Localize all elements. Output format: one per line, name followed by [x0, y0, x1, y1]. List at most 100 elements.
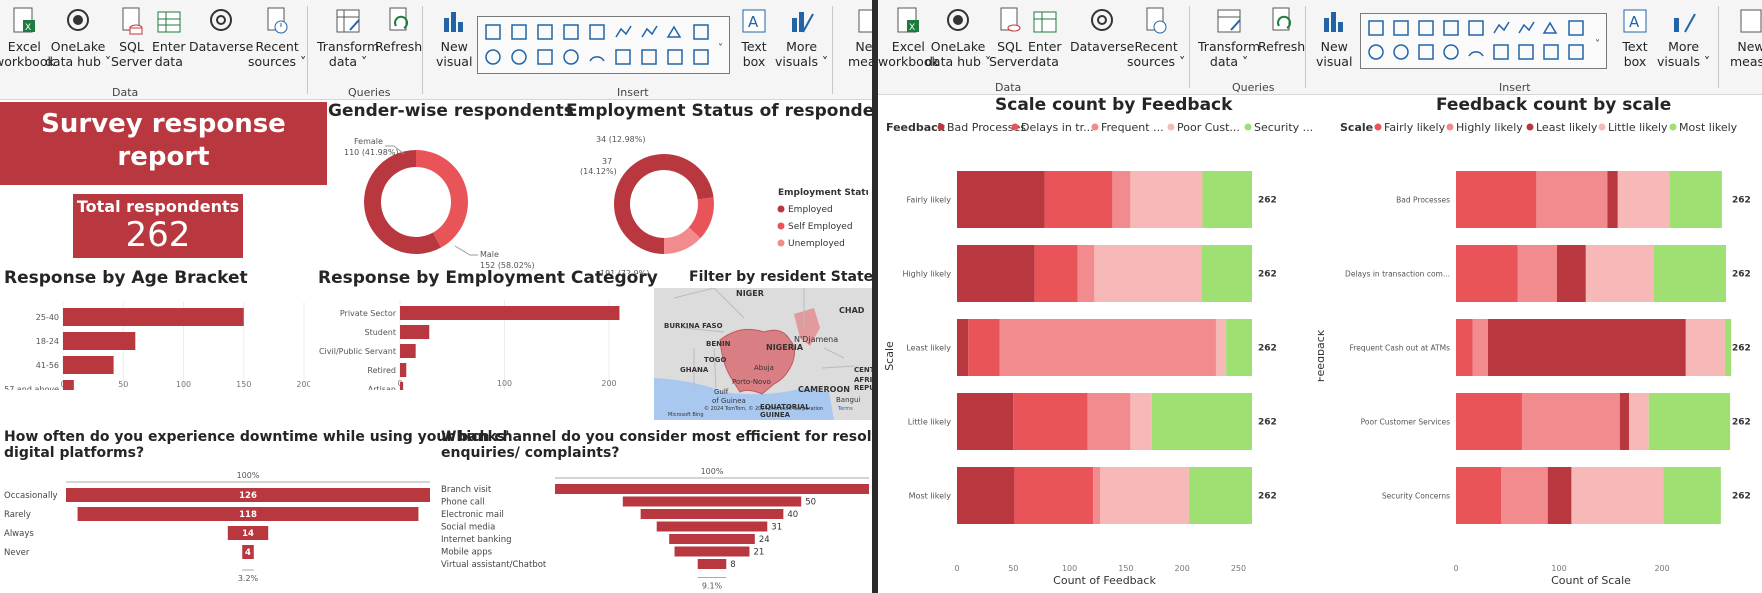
funnel-value-label: 14: [242, 529, 254, 539]
gender-donut-chart[interactable]: Female 110 (41.98%) Male 152 (58.02%): [330, 124, 565, 274]
x-tick-label: 100: [176, 380, 191, 389]
text-box-button[interactable]: A Text box: [741, 6, 767, 69]
downtime-title-line2: digital platforms?: [4, 445, 145, 461]
map-label: EQUATORIAL: [760, 403, 810, 411]
stacked-bar-segment: [1034, 245, 1078, 302]
refresh-icon: [1272, 7, 1291, 31]
map-label: BENIN: [706, 340, 731, 348]
total-label: 262: [1732, 492, 1751, 502]
dataverse-label: Dataverse: [189, 39, 254, 54]
map-label: Bangui: [836, 396, 860, 404]
transform-data-button[interactable]: Transform data ˅: [317, 6, 379, 69]
excel-workbook-button[interactable]: X Excel workbook: [878, 6, 939, 69]
transform-data-button[interactable]: Transform data ˅: [1198, 6, 1260, 69]
enter-data-button[interactable]: Enter data: [152, 6, 186, 69]
category-label: Least likely: [906, 344, 951, 353]
category-label: Bad Processes: [1396, 196, 1450, 205]
x-tick-label: 50: [118, 380, 128, 389]
transform-label2: data ˅: [1209, 54, 1249, 69]
downtime-funnel-chart[interactable]: 100% Occasionally 126 Rarely 118 Always 14 Neve…: [0, 465, 440, 593]
new-visual-icon: [1324, 12, 1344, 32]
onelake-icon: [947, 9, 970, 31]
employment-category-bar-chart[interactable]: 0100200Private SectorStudentCivil/Public…: [318, 290, 648, 390]
excel-icon: X: [897, 7, 920, 33]
x-tick-label: 100: [1062, 564, 1077, 573]
new-measure-button[interactable]: Newmeasu: [848, 6, 872, 69]
new-visual-button[interactable]: New visual: [436, 6, 472, 69]
channel-funnel-chart[interactable]: 100% Branch visit Phone call 50 Electronic m…: [440, 465, 872, 593]
table-icon: [157, 11, 181, 33]
map-title: Filter by resident State: [689, 269, 872, 285]
map-water: [654, 378, 834, 420]
new-measure-label: New: [1737, 39, 1762, 54]
x-tick-label: 250: [1231, 564, 1246, 573]
new-visual-button[interactable]: New visual: [1316, 6, 1352, 69]
female-label: Female: [354, 137, 383, 146]
refresh-button[interactable]: Refresh: [375, 6, 422, 54]
new-measure-button[interactable]: Newmeasu: [1730, 6, 1762, 69]
recent-label: Recent: [255, 39, 299, 54]
onelake-label: OneLake: [50, 39, 106, 54]
gender-chart-title: Gender-wise respondents: [328, 101, 574, 121]
stacked-bar-segment: [1094, 245, 1202, 302]
funnel-bottom-pct: 9.1%: [702, 582, 723, 591]
feedback-by-scale-chart[interactable]: Scale Fairly likely Highly likely Least lik…: [1318, 117, 1762, 593]
onelake-button[interactable]: OneLake data hub ˅: [925, 6, 991, 69]
more-visuals-button[interactable]: More visuals ˅: [1657, 6, 1710, 69]
funnel-value-label: 8: [730, 560, 735, 570]
dataverse-button[interactable]: Dataverse: [1070, 6, 1134, 54]
state-filter-map[interactable]: NIGER CHAD BURKINA FASO BENIN N'DjamenaNIGER…: [654, 288, 872, 420]
text-box-button[interactable]: A Text box: [1622, 6, 1648, 69]
map-label: N'Djamena: [794, 335, 838, 344]
bar-57-and-above: [63, 380, 74, 390]
stacked-bar-segment: [1087, 393, 1131, 450]
map-label: Gulf: [714, 388, 729, 396]
map-copyright: © 2024 TomTom, © 2024 Microsoft Corporat…: [704, 405, 823, 412]
legend-item: Frequent ...: [1101, 121, 1164, 134]
employment-status-donut-chart[interactable]: 34 (12.98%) 37(14.12%) 191 (72.9%) Employme…: [568, 124, 868, 274]
map-label: NIGER: [736, 289, 764, 298]
donut-slice-employed: [614, 154, 714, 254]
stacked-bar-segment: [957, 467, 1015, 524]
legend-dot: [777, 222, 785, 230]
x-tick-label: 200: [1175, 564, 1190, 573]
enter-data-button[interactable]: Enter data: [1028, 6, 1062, 69]
employed-value: 191 (72.9%): [600, 269, 649, 274]
new-visual-label2: visual: [1316, 54, 1353, 69]
new-measure-label2: measu: [1730, 54, 1762, 69]
channel-title-line2: enquiries/ complaints?: [441, 445, 620, 461]
refresh-label: Refresh: [375, 39, 423, 54]
kpi-card[interactable]: Total respondents 262: [73, 194, 243, 258]
sql-server-button[interactable]: SQL Server: [989, 6, 1030, 69]
legend-dot: [1244, 123, 1252, 131]
refresh-button[interactable]: Refresh: [1258, 6, 1305, 54]
stacked-bar-segment: [1724, 319, 1732, 376]
funnel-value-label: 40: [787, 510, 798, 520]
legend-dot: [1446, 123, 1454, 131]
category-label: Security Concerns: [1382, 492, 1450, 501]
dataverse-button[interactable]: Dataverse: [189, 6, 253, 54]
visuals-gallery[interactable]: ˅: [477, 16, 730, 74]
recent-sources-button[interactable]: Recent sources ˅: [248, 6, 306, 69]
visuals-gallery[interactable]: ˅: [1360, 13, 1607, 69]
total-label: 262: [1258, 344, 1277, 354]
onelake-button[interactable]: OneLake data hub ˅: [45, 6, 111, 69]
svg-text:X: X: [909, 23, 915, 33]
funnel-value-label: 31: [771, 523, 782, 533]
funnel-category-label: Electronic mail: [441, 510, 504, 520]
funnel-category-label: Rarely: [4, 510, 31, 520]
legend-dot: [777, 205, 785, 213]
stacked-bar-segment: [1130, 393, 1152, 450]
excel-workbook-button[interactable]: X Excel workbook: [0, 6, 55, 69]
legend-self-employed: Self Employed: [788, 222, 853, 232]
funnel-bar: [66, 488, 430, 502]
total-label: 262: [1732, 270, 1751, 280]
funnel-category-label: Social media: [441, 523, 495, 533]
sql-server-button[interactable]: SQL Server: [111, 6, 152, 69]
recent-label2: sources ˅: [248, 54, 307, 69]
more-visuals-button[interactable]: More visuals ˅: [775, 6, 828, 69]
recent-sources-button[interactable]: Recent sources ˅: [1127, 6, 1185, 69]
funnel-bar: [640, 509, 784, 519]
